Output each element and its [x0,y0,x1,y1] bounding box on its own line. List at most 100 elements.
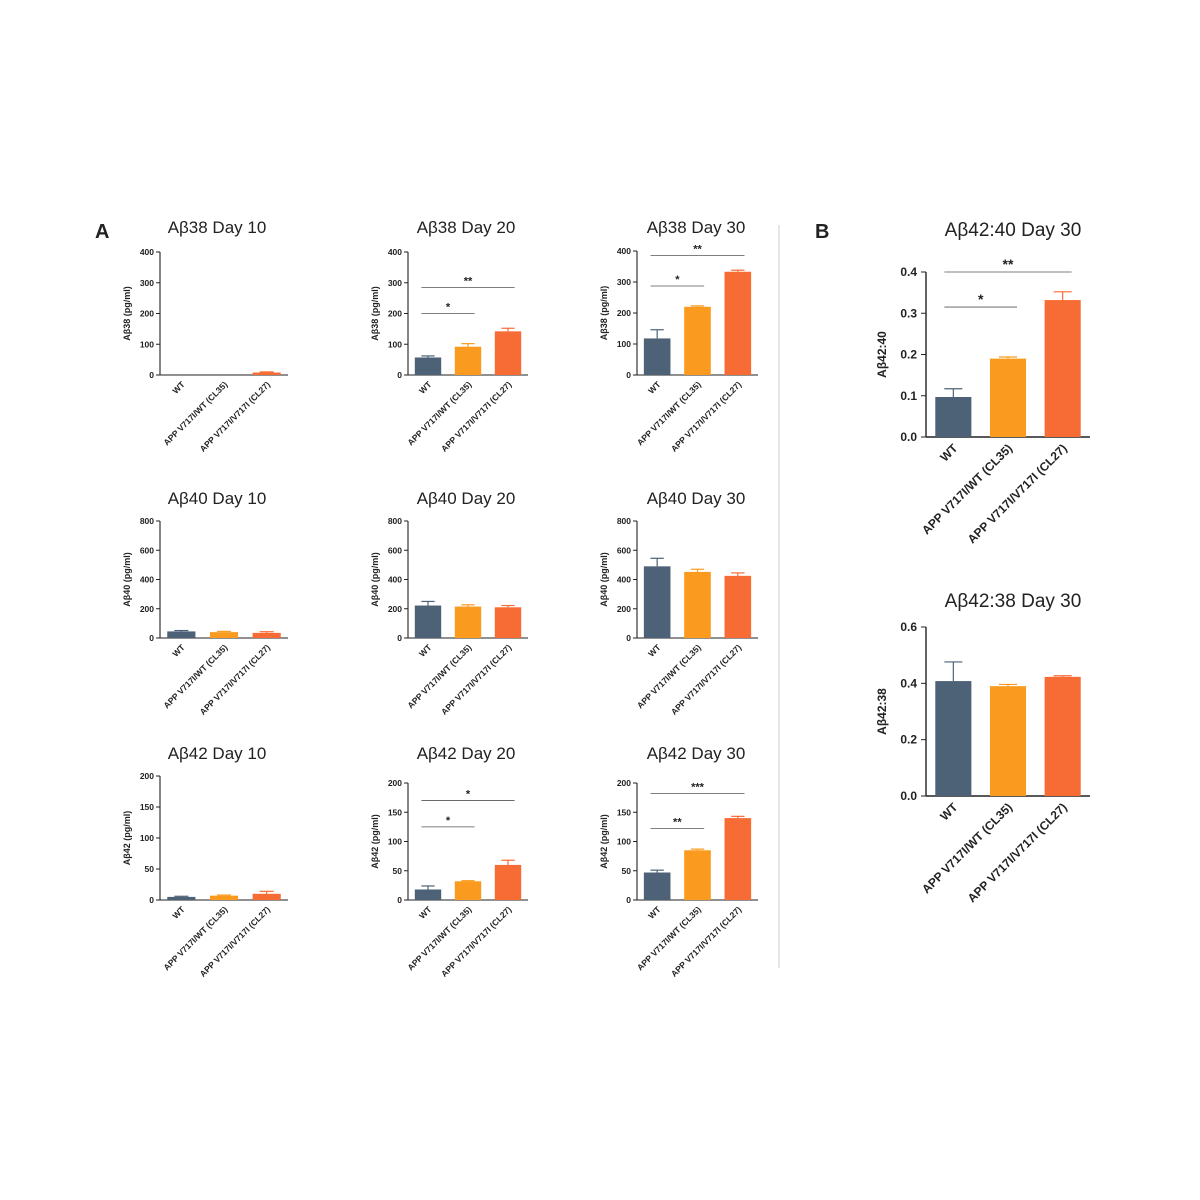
y-axis-label: Aβ40 (pg/ml) [370,552,380,607]
bar-cl27 [494,607,522,638]
chart-ratio4240: Aβ42:40 Day 30 0.0 0.1 0.2 0.3 0.4 Aβ42:40 WTAP… [875,220,1090,546]
x-category-label: WT [417,904,434,921]
bar-cl35 [454,881,482,900]
chart-title: Aβ38 Day 20 [417,218,516,237]
y-tick-label: 400 [388,575,402,585]
y-tick-label: 100 [617,339,631,349]
y-tick-label: 400 [140,247,154,257]
bar-wt [935,681,972,796]
x-category-label: APP V717I/V717I (CL27) [669,904,744,979]
x-category-label: APP V717I/V717I (CL27) [439,642,514,717]
panel-a-label: A [95,221,109,243]
x-category-label: WT [937,800,961,824]
y-tick-label: 0 [626,633,631,643]
y-tick-label: 50 [393,866,403,876]
x-category-label: WT [646,379,663,396]
chart-title: Aβ42:40 Day 30 [945,220,1082,241]
significance-label: ** [673,817,682,829]
y-tick-label: 50 [622,866,632,876]
y-tick-label: 200 [617,308,631,318]
bar-cl35 [454,606,482,638]
x-category-label: APP V717I/V717I (CL27) [965,800,1070,905]
x-category-label: APP V717I/V717I (CL27) [439,379,514,454]
x-category-label: APP V717I/V717I (CL27) [965,441,1070,546]
bar-cl27 [494,331,522,375]
y-tick-label: 0.3 [900,306,917,320]
significance-label: * [675,274,680,286]
x-category-label: WT [417,379,434,396]
x-category-label: APP V717I/V717I (CL27) [198,904,273,979]
chart-ab42-d10: Aβ42 Day 10 0 50 100 150 200 Aβ42 (pg/ml) WT APP… [122,744,288,979]
bar-cl27 [724,575,752,638]
chart-title: Aβ38 Day 10 [168,218,267,237]
y-tick-label: 150 [140,802,154,812]
y-axis-label: Aβ42:38 [875,688,889,735]
x-category-label: WT [170,379,187,396]
bar-cl27 [252,893,281,900]
panel-b-label: B [815,221,829,243]
y-tick-label: 0.1 [900,389,917,403]
y-tick-label: 200 [388,309,402,319]
x-category-label: APP V717I/WT (CL35) [405,642,473,710]
y-tick-label: 200 [140,309,154,319]
y-tick-label: 300 [140,278,154,288]
bar-cl35 [684,306,711,375]
y-tick-label: 0.0 [900,430,917,444]
chart-ab38-d10: Aβ38 Day 10 0 100 200 300 400 Aβ38 (pg/ml) WT AP… [122,218,288,454]
y-axis-label: Aβ38 (pg/ml) [599,286,609,341]
y-axis-label: Aβ42:40 [875,331,889,378]
y-axis-label: Aβ42 (pg/ml) [599,814,609,869]
chart-title: Aβ40 Day 20 [417,489,516,508]
x-category-label: APP V717I/WT (CL35) [635,642,703,710]
y-tick-label: 300 [617,277,631,287]
bar-cl35 [684,571,711,638]
y-axis-label: Aβ38 (pg/ml) [370,286,380,341]
y-tick-label: 0 [626,895,631,905]
x-category-label: APP V717I/WT (CL35) [919,441,1015,537]
chart-ab40-d10: Aβ40 Day 10 0 200 400 600 800 Aβ40 (pg/ml) WT AP… [122,489,288,717]
y-tick-label: 100 [388,837,402,847]
bar-cl35 [684,850,711,900]
y-tick-label: 0.4 [900,676,917,690]
y-tick-label: 400 [388,247,402,257]
y-tick-label: 200 [388,604,402,614]
bar-wt [935,396,972,437]
y-tick-label: 100 [617,837,631,847]
bar-cl35 [989,358,1027,437]
y-axis-label: Aβ42 (pg/ml) [122,811,132,866]
y-tick-label: 300 [388,278,402,288]
bar-cl35 [454,346,482,375]
bar-cl35 [209,632,239,638]
y-tick-label: 150 [388,807,402,817]
y-tick-label: 800 [388,516,402,526]
y-tick-label: 150 [617,807,631,817]
y-tick-label: 600 [140,545,154,555]
y-tick-label: 800 [617,516,631,526]
y-tick-label: 600 [388,545,402,555]
x-category-label: APP V717I/V717I (CL27) [198,379,273,454]
bar-cl27 [252,372,281,375]
x-category-label: WT [170,904,187,921]
y-tick-label: 200 [140,604,154,614]
y-axis-label: Aβ38 (pg/ml) [122,286,132,341]
x-category-label: APP V717I/V717I (CL27) [439,904,514,979]
significance-label: *** [691,782,705,794]
y-tick-label: 0 [149,370,154,380]
x-category-label: APP V717I/V717I (CL27) [198,642,273,717]
chart-title: Aβ42:38 Day 30 [945,591,1082,612]
x-category-label: WT [417,642,434,659]
bar-wt [643,566,671,638]
significance-label: * [446,815,451,827]
x-category-label: WT [646,642,663,659]
y-tick-label: 0.0 [900,789,917,803]
bar-wt [643,872,671,900]
y-tick-label: 400 [617,575,631,585]
x-category-label: APP V717I/WT (CL35) [919,800,1015,896]
chart-title: Aβ42 Day 10 [168,744,267,763]
